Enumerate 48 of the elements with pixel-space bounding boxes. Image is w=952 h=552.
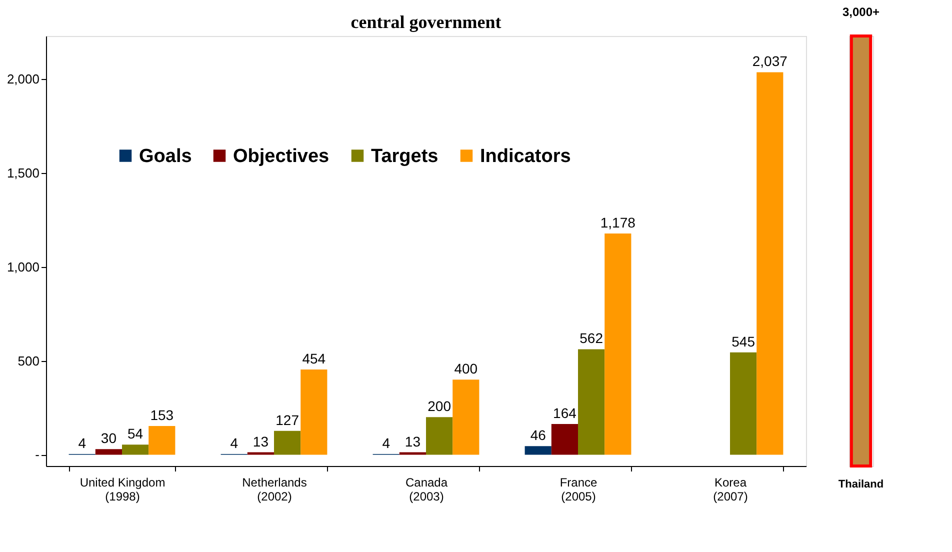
x-tick-label: Netherlands (2002): [242, 476, 307, 504]
bar: [524, 446, 552, 455]
bar: [95, 449, 122, 455]
legend-label: Indicators: [480, 146, 571, 167]
x-tick-label: France (2005): [560, 476, 598, 504]
data-label: 13: [404, 433, 421, 450]
data-label: 2,037: [752, 53, 788, 70]
data-label: 3,000+: [842, 5, 880, 19]
data-label: 4: [382, 434, 390, 451]
x-tick-label: Thailand: [838, 478, 884, 490]
chart-title: central government: [350, 12, 502, 32]
bar: [300, 369, 328, 455]
data-label: 153: [150, 407, 174, 424]
y-tick-label: 1,000: [6, 259, 40, 274]
x-tick-label: Canada (2003): [405, 476, 448, 504]
data-label: 200: [428, 398, 452, 414]
data-label: 30: [100, 430, 117, 446]
y-tick-label: 500: [18, 353, 40, 368]
x-tick-label: United Kingdom (1998): [80, 476, 166, 504]
bar: [730, 352, 757, 455]
x-tick-label: Korea (2007): [713, 476, 748, 504]
data-label: 562: [580, 330, 604, 346]
bar: [426, 417, 453, 455]
data-label: 4: [230, 434, 238, 451]
bar: [452, 380, 480, 455]
bar: [756, 72, 784, 455]
y-tick-label: 2,000: [6, 72, 40, 87]
bar: [551, 424, 578, 455]
bar: [122, 444, 149, 455]
data-label: 13: [252, 433, 269, 450]
legend-label: Goals: [139, 146, 192, 167]
data-label: 545: [732, 333, 756, 350]
data-label: 54: [128, 426, 144, 442]
bar: [148, 426, 176, 455]
bar: [578, 349, 605, 455]
data-label: 4: [78, 434, 86, 451]
data-label: 1,178: [600, 214, 636, 231]
data-label: 46: [530, 427, 546, 444]
y-tick-label: 1,500: [6, 166, 40, 181]
legend-label: Objectives: [233, 146, 330, 167]
y-tick-label: -: [35, 447, 40, 462]
legend-label: Targets: [371, 146, 438, 167]
data-label: 454: [302, 350, 326, 366]
data-label: 127: [276, 412, 300, 428]
bar: [274, 430, 301, 455]
data-label: 164: [553, 404, 577, 421]
bar: [604, 234, 632, 455]
data-label: 400: [454, 360, 478, 377]
